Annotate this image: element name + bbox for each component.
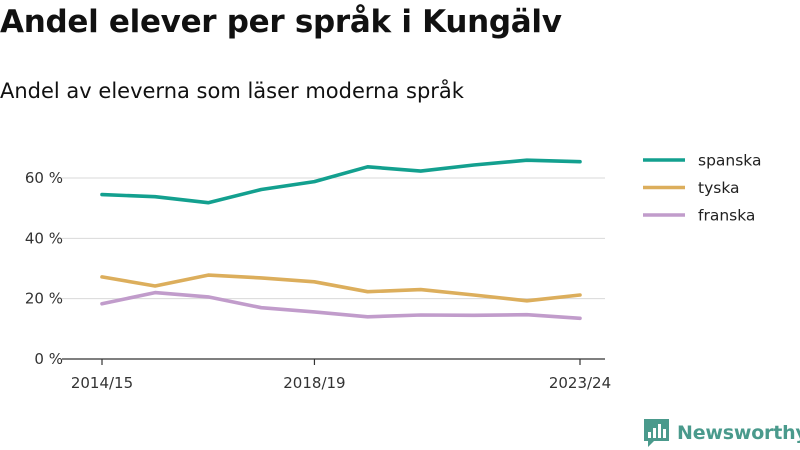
chart-series: [100, 158, 582, 321]
x-tick-label: 2014/15: [71, 374, 133, 392]
x-tick-label: 2018/19: [283, 374, 345, 392]
legend-label-franska: franska: [698, 207, 755, 225]
legend-label-spanska: spanska: [698, 152, 762, 170]
x-tick-label: 2023/24: [549, 374, 611, 392]
series-line-spanska: [100, 158, 582, 205]
series-line-tyska: [100, 273, 582, 303]
legend-label-tyska: tyska: [698, 179, 740, 197]
newsworthy-logo-icon: [644, 419, 669, 447]
newsworthy-brand: Newsworthy: [644, 419, 800, 447]
chart-legend: spanska tyska franska: [643, 152, 762, 225]
series-line-franska: [100, 290, 582, 321]
y-tick-label: 20 %: [25, 290, 63, 308]
chart-axes: 0 % 20 % 40 % 60 % 2014/15 2018/19 2023/24: [25, 169, 611, 392]
newsworthy-brand-name: Newsworthy: [677, 422, 800, 444]
chart-subtitle: Andel av eleverna som läser moderna språ…: [0, 79, 464, 103]
y-tick-label: 0 %: [34, 350, 63, 368]
chart-title: Andel elever per språk i Kungälv: [0, 4, 562, 40]
y-tick-label: 60 %: [25, 169, 63, 187]
y-tick-label: 40 %: [25, 229, 63, 247]
